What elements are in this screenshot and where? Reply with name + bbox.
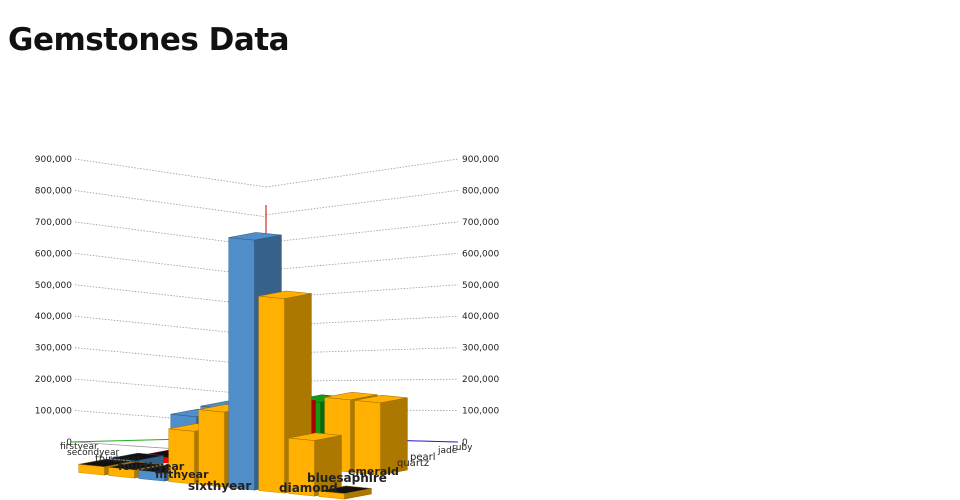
x-category-label: fourthyear <box>118 460 185 473</box>
bar-front <box>258 295 285 494</box>
z-category-label: pearl <box>410 452 436 463</box>
grid-line-right <box>265 284 459 299</box>
y-tick-label-right: 500,000 <box>462 281 499 291</box>
y-tick-label-left: 900,000 <box>35 155 72 165</box>
bar-top <box>354 394 408 404</box>
z-category-label: emerald <box>348 465 399 478</box>
bar-front <box>354 400 381 476</box>
bar-top <box>110 452 164 462</box>
y-tick-label-right: 600,000 <box>462 249 499 259</box>
x-category-label: sixthyear <box>188 479 251 493</box>
z-category-label: quartz <box>397 458 429 469</box>
y-tick-label-right: 200,000 <box>462 375 499 385</box>
bar-top <box>288 432 342 441</box>
y-tick-label-right: 0 <box>462 438 468 448</box>
bar-front <box>228 237 255 491</box>
z-category-label: diamond <box>279 481 338 495</box>
y-tick-label-left: 0 <box>66 438 72 448</box>
bar-sixthyear-6 <box>258 290 312 494</box>
x-category-label: thirdyear <box>95 454 142 465</box>
y-tick-label-right: 900,000 <box>462 155 499 165</box>
y-tick-label-left: 500,000 <box>35 281 72 291</box>
bar-sixthyear-7 <box>288 432 342 497</box>
y-tick-label-left: 300,000 <box>35 344 72 354</box>
x-category-label: secondyear <box>67 448 119 458</box>
bar-top <box>108 461 162 471</box>
y-tick-label-left: 100,000 <box>35 407 72 417</box>
x-category-label: firstyear <box>60 442 98 452</box>
grid-line-left <box>74 190 267 218</box>
grid-line-right <box>265 221 459 243</box>
y-tick-label-left: 800,000 <box>35 186 72 196</box>
bar-top <box>228 232 282 241</box>
z-category-label: bluesaphire <box>307 471 387 485</box>
grid-line-right <box>265 315 459 327</box>
y-tick-label-right: 400,000 <box>462 312 499 322</box>
z-category-label: jade <box>437 446 458 456</box>
grid-line-right <box>265 158 459 188</box>
y-tick-label-left: 600,000 <box>35 249 72 259</box>
y-tick-label-right: 800,000 <box>462 186 499 196</box>
bar-top <box>78 458 132 468</box>
bar-sixthyear-8 <box>318 485 372 500</box>
grid-line-left <box>74 158 267 188</box>
y-tick-label-left: 700,000 <box>35 218 72 228</box>
y-tick-label-right: 300,000 <box>462 344 499 354</box>
bar-top <box>318 485 372 494</box>
y-tick-label-right: 700,000 <box>462 218 499 228</box>
y-tick-label-left: 200,000 <box>35 375 72 385</box>
bar-thirdyear-6 <box>354 394 408 476</box>
bar-top <box>258 290 312 299</box>
grid-line-right <box>265 347 459 355</box>
x-category-label: fifthyear <box>155 468 209 481</box>
y-tick-label-right: 100,000 <box>462 407 499 417</box>
grid-line-right <box>265 378 459 382</box>
z-category-label: ruby <box>452 443 473 453</box>
bars <box>78 232 408 500</box>
grid-line-right <box>265 252 459 271</box>
chart-title: Gemstones Data <box>8 22 290 58</box>
y-tick-label-left: 400,000 <box>35 312 72 322</box>
bar-top <box>324 391 378 401</box>
grid-line-right <box>265 190 459 216</box>
